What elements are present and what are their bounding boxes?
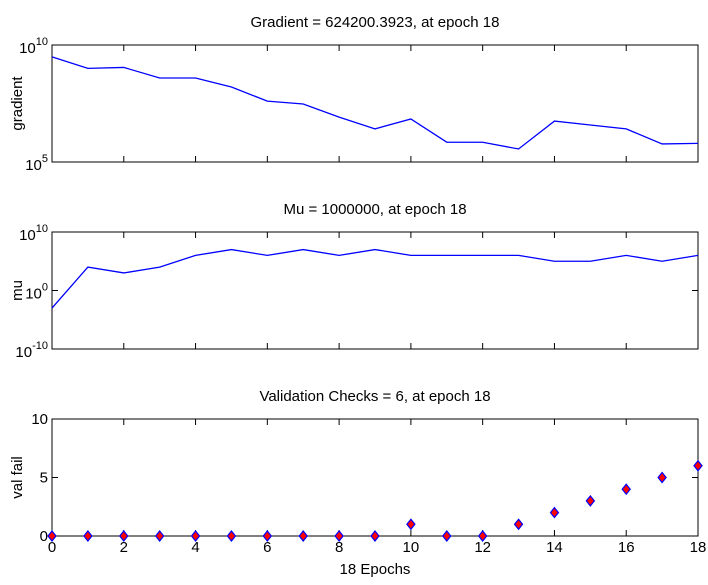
x-tick-label: 2 xyxy=(120,539,128,556)
data-point xyxy=(657,471,667,484)
data-point xyxy=(370,530,380,542)
y-tick-label: 0 xyxy=(40,528,48,545)
data-point xyxy=(83,530,93,542)
y-axis-label: gradient xyxy=(9,76,26,131)
data-point xyxy=(190,530,201,542)
data-point xyxy=(154,530,165,542)
data-point xyxy=(621,483,631,496)
data-line xyxy=(51,56,699,150)
x-tick-label: 0 xyxy=(48,539,56,556)
data-point xyxy=(585,494,596,507)
data-point xyxy=(477,530,488,542)
x-axis-label: 18 Epochs xyxy=(340,561,411,578)
data-point xyxy=(549,506,560,519)
x-tick-label: 4 xyxy=(191,539,199,556)
y-tick-label: 1010 xyxy=(19,36,48,57)
y-axis-label: mu xyxy=(9,280,26,301)
x-tick-label: 6 xyxy=(263,539,271,556)
y-tick-label: 10-10 xyxy=(15,340,48,361)
data-point xyxy=(226,530,237,542)
x-tick-label: 14 xyxy=(546,539,563,556)
plot-area xyxy=(51,44,699,163)
data-point xyxy=(513,518,524,531)
data-point xyxy=(334,530,344,542)
y-tick-label: 1010 xyxy=(19,223,48,244)
plot-title: Mu = 1000000, at epoch 18 xyxy=(283,201,466,218)
y-tick-label: 5 xyxy=(40,470,48,487)
y-tick-label: 10 xyxy=(31,411,48,428)
data-point xyxy=(298,530,308,542)
data-line xyxy=(51,248,699,309)
x-tick-label: 18 xyxy=(690,539,707,556)
plot-title: Gradient = 624200.3923, at epoch 18 xyxy=(251,14,500,31)
x-tick-label: 8 xyxy=(335,539,343,556)
y-tick-label: 100 xyxy=(25,282,48,303)
data-point xyxy=(262,530,273,542)
plot-area xyxy=(51,231,699,350)
data-point xyxy=(442,530,452,542)
x-tick-label: 12 xyxy=(474,539,491,556)
data-point xyxy=(406,518,416,531)
plot-area xyxy=(51,418,699,537)
data-point xyxy=(47,530,57,542)
y-tick-label: 105 xyxy=(25,153,48,174)
plot-title: Validation Checks = 6, at epoch 18 xyxy=(259,388,490,405)
x-tick-label: 10 xyxy=(403,539,420,556)
data-point xyxy=(693,459,703,472)
y-axis-label: val fail xyxy=(9,456,26,499)
x-tick-label: 16 xyxy=(618,539,635,556)
data-point xyxy=(119,530,129,542)
